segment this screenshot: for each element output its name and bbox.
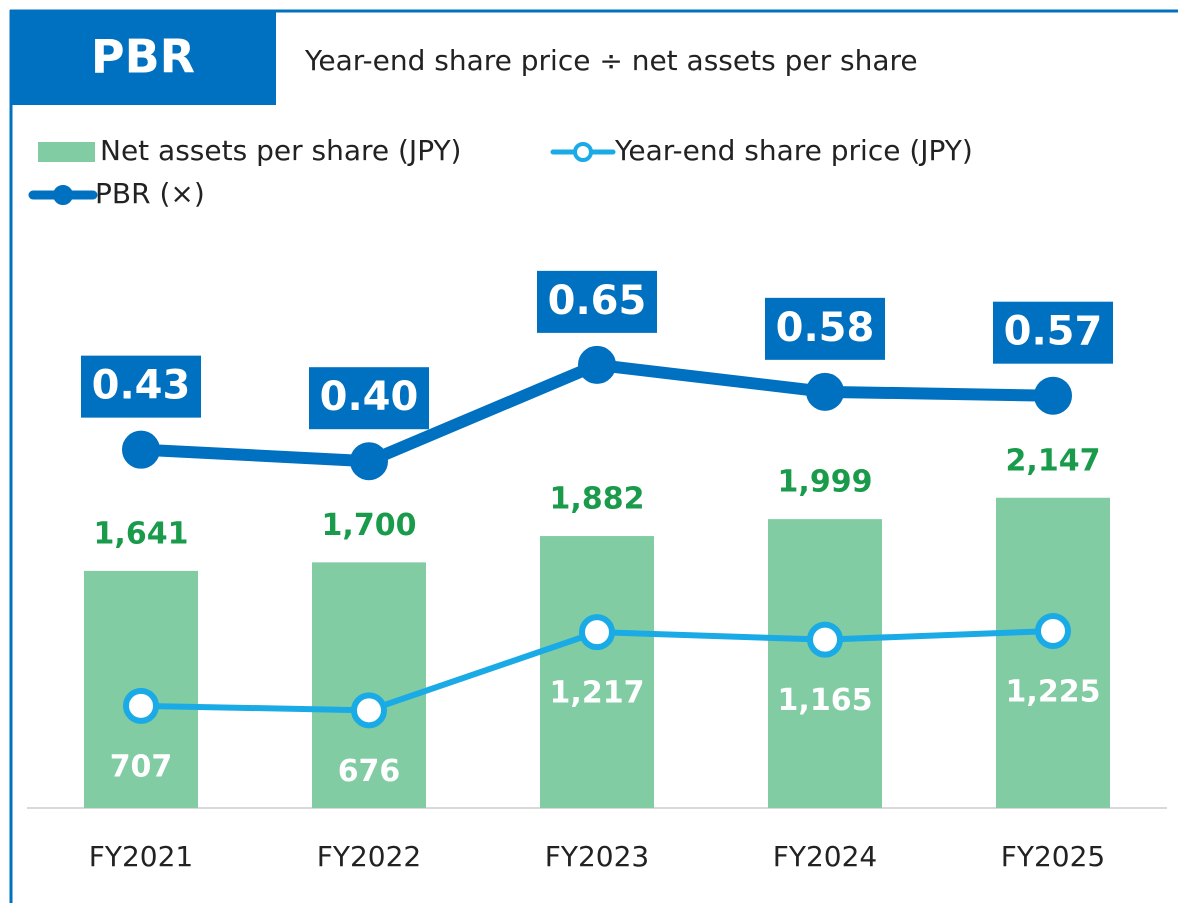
legend-marker [573, 142, 593, 162]
x-tick-label: FY2022 [317, 840, 421, 873]
chart-title: PBR [91, 30, 195, 84]
line-marker [1035, 612, 1071, 649]
line-value-label: 1,217 [550, 676, 645, 711]
line-value-label: 0.57 [1004, 309, 1103, 355]
line-marker [579, 614, 615, 651]
chart-subtitle: Year-end share price ÷ net assets per sh… [304, 44, 918, 77]
bar [996, 497, 1110, 808]
value-label-box [81, 355, 201, 418]
line-value-label: 1,165 [778, 683, 873, 718]
bar-value-label: 1,641 [94, 516, 189, 551]
line-value-label: 0.65 [548, 278, 647, 324]
bar [540, 536, 654, 808]
line-marker [806, 372, 844, 411]
legend-label: Year-end share price (JPY) [614, 134, 973, 167]
line-marker [807, 621, 843, 658]
value-label-box [309, 367, 429, 430]
value-label-box [765, 297, 885, 360]
legend-label: Net assets per share (JPY) [100, 134, 461, 167]
value-label-box [537, 270, 657, 333]
line-marker [122, 430, 160, 469]
line-marker [351, 692, 387, 729]
line-value-label: 0.43 [92, 363, 191, 409]
line-value-label: 0.58 [776, 305, 875, 351]
x-tick-label: FY2021 [89, 840, 193, 873]
bar-value-label: 1,882 [550, 482, 645, 517]
line-marker [578, 345, 616, 384]
legend-marker [53, 185, 73, 205]
legend-label: PBR (×) [95, 177, 205, 210]
line-marker [123, 687, 159, 724]
bar-value-label: 2,147 [1006, 443, 1101, 478]
x-tick-label: FY2024 [773, 840, 877, 873]
x-tick-label: FY2025 [1001, 840, 1105, 873]
x-tick-label: FY2023 [545, 840, 649, 873]
line-marker [1034, 376, 1072, 415]
line-marker [350, 442, 388, 481]
legend-swatch [38, 142, 95, 162]
line-value-label: 1,225 [1006, 674, 1101, 709]
line-value-label: 707 [110, 749, 173, 784]
line-value-label: 0.40 [320, 374, 419, 420]
value-label-box [993, 301, 1113, 364]
line-value-label: 676 [338, 754, 401, 789]
bar [768, 519, 882, 808]
title-box [10, 10, 276, 105]
bar-value-label: 1,700 [322, 508, 417, 543]
bar-value-label: 1,999 [778, 465, 873, 500]
bar [312, 562, 426, 808]
